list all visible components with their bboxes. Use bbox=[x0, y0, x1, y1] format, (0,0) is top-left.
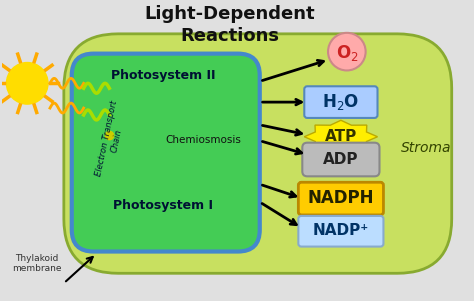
Text: Chemiosmosis: Chemiosmosis bbox=[165, 135, 241, 145]
Text: H$_2$O: H$_2$O bbox=[322, 92, 360, 112]
Text: NADPH: NADPH bbox=[308, 189, 374, 207]
Circle shape bbox=[7, 63, 48, 104]
Text: O$_2$: O$_2$ bbox=[336, 43, 358, 63]
FancyBboxPatch shape bbox=[64, 34, 452, 273]
Text: NADP⁺: NADP⁺ bbox=[313, 223, 369, 238]
Circle shape bbox=[328, 33, 365, 70]
FancyBboxPatch shape bbox=[298, 216, 383, 247]
Text: Photosystem II: Photosystem II bbox=[110, 69, 215, 82]
Text: Thylakoid
membrane: Thylakoid membrane bbox=[12, 254, 62, 273]
Text: Light-Dependent
Reactions: Light-Dependent Reactions bbox=[145, 5, 315, 45]
Polygon shape bbox=[304, 120, 377, 153]
FancyBboxPatch shape bbox=[304, 86, 377, 118]
FancyBboxPatch shape bbox=[72, 54, 260, 252]
FancyBboxPatch shape bbox=[298, 182, 383, 215]
FancyBboxPatch shape bbox=[302, 143, 380, 176]
Text: Photosystem I: Photosystem I bbox=[113, 199, 213, 212]
Text: Electron Transport
Chain: Electron Transport Chain bbox=[94, 100, 129, 179]
Text: ATP: ATP bbox=[325, 129, 357, 144]
Text: ADP: ADP bbox=[323, 152, 359, 167]
Text: Stroma: Stroma bbox=[401, 141, 451, 155]
